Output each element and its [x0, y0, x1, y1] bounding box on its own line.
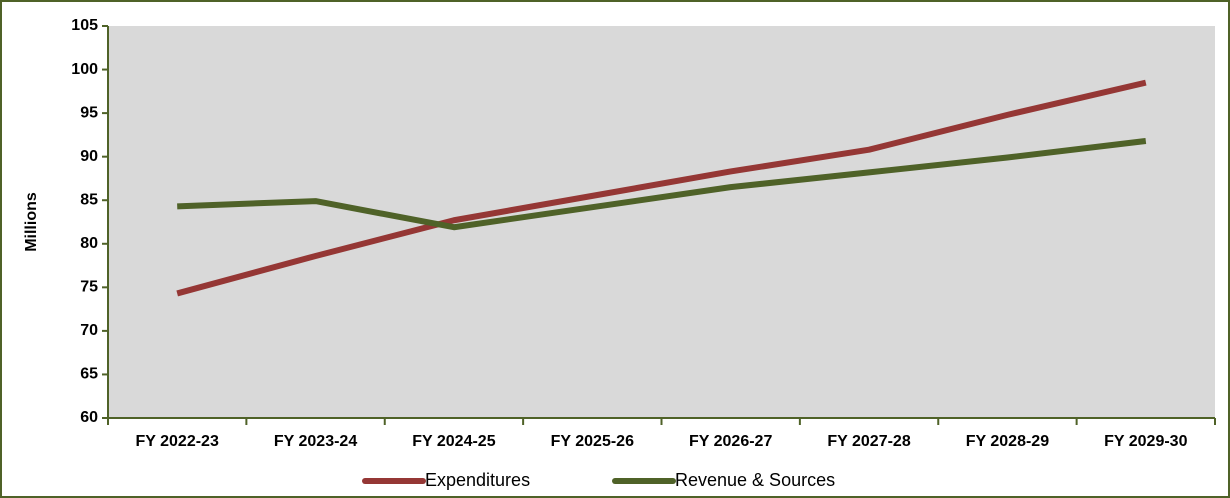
y-tick-label: 65: [80, 366, 98, 383]
y-tick-label: 100: [71, 61, 98, 78]
x-tick-label: FY 2026-27: [689, 433, 772, 450]
plot-area: [108, 26, 1215, 418]
x-tick-label: FY 2029-30: [1104, 433, 1187, 450]
legend-label: Revenue & Sources: [675, 470, 835, 490]
series-line: [177, 138, 1147, 231]
x-tick-label: FY 2028-29: [966, 433, 1049, 450]
series-line: [176, 79, 1147, 297]
x-tick-label: FY 2025-26: [551, 433, 634, 450]
y-tick-label: 95: [80, 104, 98, 121]
y-tick-label: 70: [80, 322, 98, 339]
y-axis-label: Millions: [23, 192, 40, 252]
x-tick-label: FY 2024-25: [412, 433, 495, 450]
legend-label: Expenditures: [425, 470, 530, 490]
y-tick-label: 85: [80, 191, 98, 208]
y-tick-label: 90: [80, 148, 98, 165]
y-tick-label: 105: [71, 17, 98, 34]
y-tick-label: 60: [80, 409, 98, 426]
y-tick-label: 80: [80, 235, 98, 252]
x-tick-label: FY 2027-28: [827, 433, 910, 450]
x-tick-label: FY 2023-24: [274, 433, 357, 450]
y-tick-label: 75: [80, 279, 98, 296]
x-tick-label: FY 2022-23: [136, 433, 219, 450]
